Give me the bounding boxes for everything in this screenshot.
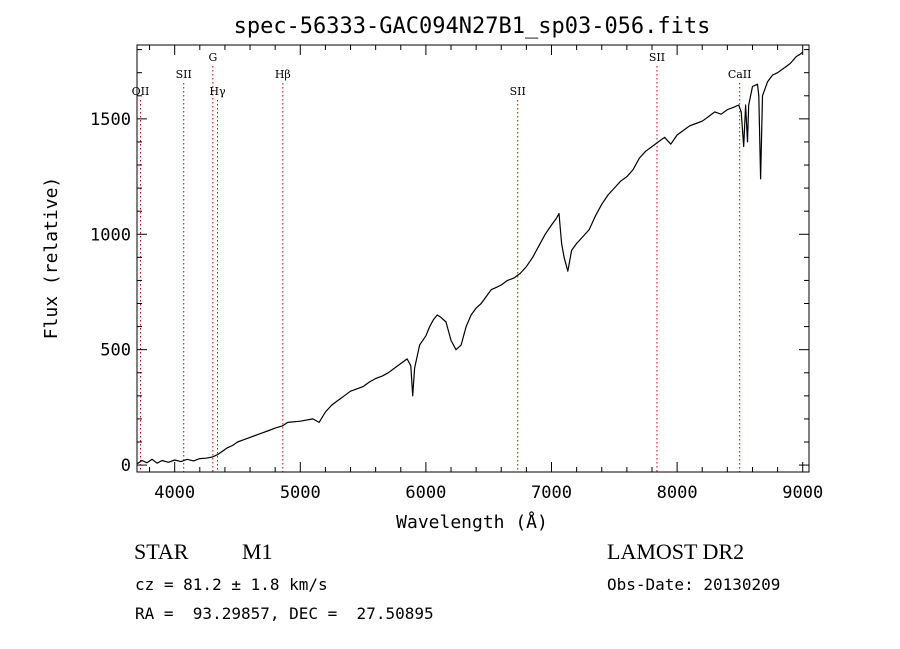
obs-date-text: Obs-Date: 20130209 xyxy=(607,575,780,594)
line-marker-label: SII xyxy=(510,85,526,98)
y-axis: 0 500 1000 1500 xyxy=(90,50,809,476)
line-marker-label: SII xyxy=(649,51,665,64)
spectrum-line xyxy=(137,52,803,464)
line-marker-label: Hβ xyxy=(275,68,291,81)
coordinates-text: RA = 93.29857, DEC = 27.50895 xyxy=(135,604,434,623)
x-tick-label: 9000 xyxy=(782,483,823,503)
y-tick-label: 500 xyxy=(100,341,131,361)
x-tick-label: 8000 xyxy=(657,483,698,503)
x-tick-label: 5000 xyxy=(280,483,321,503)
line-marker-label: CaII xyxy=(728,68,752,81)
x-tick-label: 4000 xyxy=(154,483,195,503)
line-marker-label: G xyxy=(208,51,217,64)
y-tick-label: 1000 xyxy=(90,225,131,245)
object-class: STAR xyxy=(134,539,188,565)
x-tick-label: 6000 xyxy=(405,483,446,503)
line-marker-label: SII xyxy=(176,68,192,81)
survey-label: LAMOST DR2 xyxy=(607,539,744,565)
x-axis-label: Wavelength (Å) xyxy=(396,511,548,533)
y-tick-label: 1500 xyxy=(90,110,131,130)
line-marker-label: Hγ xyxy=(209,85,226,98)
y-axis-label: Flux (relative) xyxy=(41,177,62,340)
object-subclass: M1 xyxy=(242,539,273,565)
chart-title: spec-56333-GAC094N27B1_sp03-056.fits xyxy=(234,14,711,39)
y-tick-label: 0 xyxy=(121,456,131,476)
redshift-text: cz = 81.2 ± 1.8 km/s xyxy=(135,575,328,594)
plot-frame xyxy=(137,45,809,472)
x-tick-label: 7000 xyxy=(531,483,572,503)
